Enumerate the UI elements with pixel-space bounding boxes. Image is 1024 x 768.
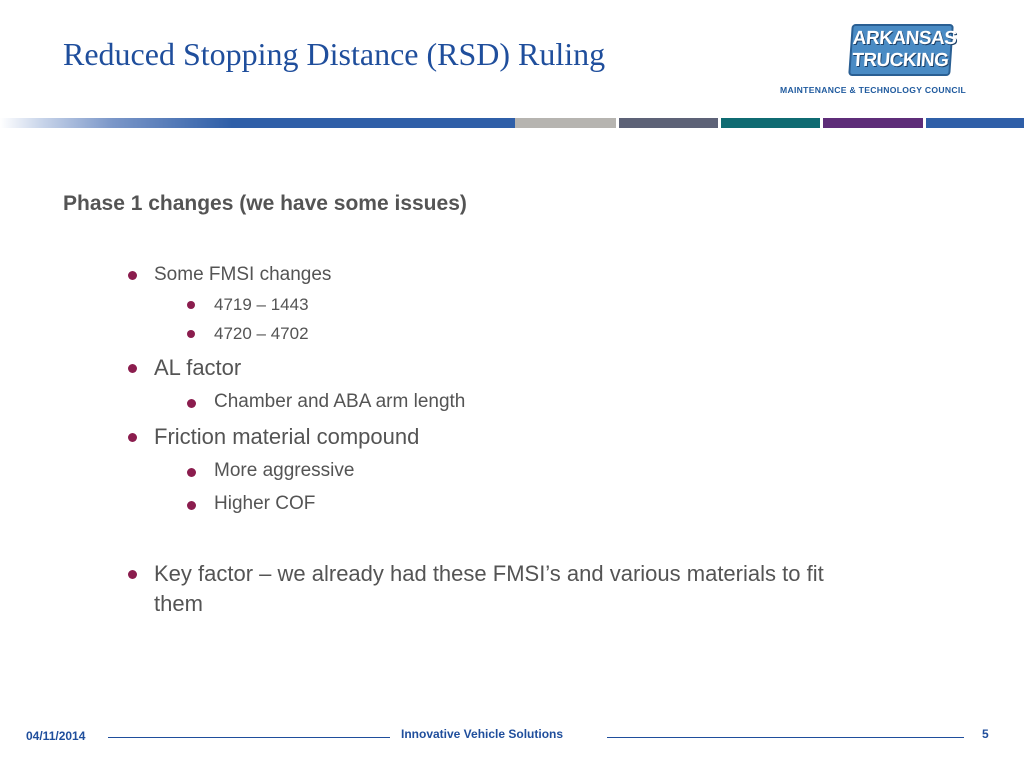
footer-divider-left	[108, 737, 390, 738]
bullet-item-continuation: them	[154, 591, 203, 616]
sub-bullet-item: 4719 – 1443	[214, 295, 309, 314]
logo-tagline: MAINTENANCE & TECHNOLOGY COUNCIL	[780, 85, 967, 95]
footer-divider-right	[607, 737, 964, 738]
sub-bullet-dot	[187, 468, 196, 477]
bullet-dot	[128, 364, 137, 373]
bullet-item: AL factor	[154, 355, 242, 380]
sub-bullet-dot	[187, 501, 196, 510]
bullet-dot	[128, 271, 137, 280]
logo-badge: ARKANSAS TRUCKING	[848, 24, 958, 76]
bullet-item: Friction material compound	[154, 424, 420, 449]
sub-bullet-item: 4720 – 4702	[214, 324, 309, 343]
sub-bullet-item: Higher COF	[214, 493, 316, 514]
header-bar-purple	[823, 118, 923, 128]
header-bar-teal	[721, 118, 820, 128]
slide-title: Reduced Stopping Distance (RSD) Ruling	[63, 36, 606, 72]
arkansas-trucking-logo: ARKANSAS TRUCKING MAINTENANCE & TECHNOLO…	[778, 22, 1022, 96]
bullet-dot	[128, 570, 137, 579]
header-bar-gray	[515, 118, 616, 128]
slide-subtitle: Phase 1 changes (we have some issues)	[63, 192, 467, 215]
footer-title: Innovative Vehicle Solutions	[401, 727, 564, 741]
bullet-dot	[128, 433, 137, 442]
footer-date: 04/11/2014	[26, 729, 86, 743]
header-bar-end	[926, 118, 1024, 128]
sub-bullet-item: Chamber and ABA arm length	[214, 391, 466, 412]
bullet-item: Key factor – we already had these FMSI’s…	[154, 561, 824, 586]
header-bar-gradient	[0, 118, 515, 128]
sub-bullet-dot	[187, 399, 196, 408]
logo-line-1: ARKANSAS	[852, 28, 958, 49]
sub-bullet-dot	[187, 330, 195, 338]
bullet-item: Some FMSI changes	[154, 264, 332, 285]
logo-line-2: TRUCKING	[851, 50, 950, 71]
sub-bullet-item: More aggressive	[214, 460, 355, 481]
sub-bullet-dot	[187, 301, 195, 309]
page-number: 5	[982, 727, 989, 741]
header-bar-slate	[619, 118, 718, 128]
